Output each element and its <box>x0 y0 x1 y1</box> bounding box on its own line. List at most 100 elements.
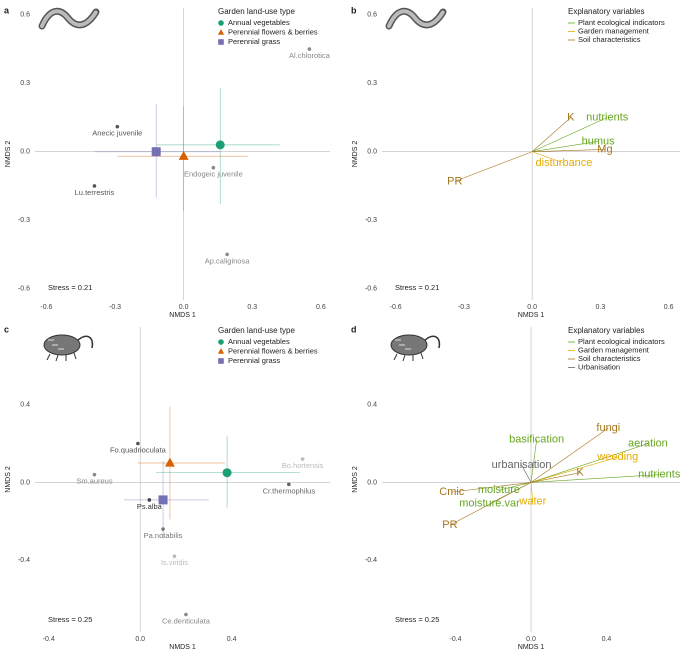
vector-label: K <box>576 467 584 479</box>
y-tick-label: 0.6 <box>20 12 30 19</box>
y-tick-label: -0.4 <box>365 557 377 564</box>
species-point <box>300 457 305 461</box>
legend-label: Annual vegetables <box>228 337 290 346</box>
vector-label: PR <box>447 175 462 187</box>
vector-label: water <box>518 496 546 508</box>
vector-label: nutrients <box>586 111 629 123</box>
y-tick-label: 0.4 <box>20 402 30 409</box>
vector <box>530 439 537 483</box>
x-tick-label: -0.4 <box>450 636 462 643</box>
marker <box>222 468 232 478</box>
species-point <box>307 47 312 51</box>
panel: a -0.6 -0.3 0.0 0.3 0.6 -0.6 -0.3 0.0 0.3 0.6 NMDS … <box>4 5 331 318</box>
species-point <box>211 165 216 170</box>
earthworm-icon <box>385 7 447 30</box>
vector-label: PR <box>442 519 457 531</box>
x-axis-label: NMDS 1 <box>518 644 545 650</box>
vector-label: K <box>567 111 575 123</box>
legend-label: Plant ecological indicators <box>578 18 665 27</box>
species-label: Ps.alba <box>137 502 163 511</box>
species-point <box>92 472 97 477</box>
marker <box>218 358 224 364</box>
vector-label: disturbance <box>536 157 593 169</box>
x-tick-label: 0.4 <box>602 636 612 643</box>
legend-label: Annual vegetables <box>228 18 290 27</box>
legend-label: Garden management <box>578 26 650 35</box>
y-axis-label: NMDS 2 <box>352 466 359 493</box>
stress-annotation: Stress = 0.21 <box>48 283 92 292</box>
x-tick-label: 0.6 <box>316 304 326 311</box>
x-tick-label: 0.0 <box>527 304 537 311</box>
stress-annotation: Stress = 0.25 <box>48 615 92 624</box>
panel-letter: b <box>351 5 357 15</box>
vector-label: aeration <box>628 437 668 449</box>
panel-letter: a <box>4 5 10 15</box>
vector-label: urbanisation <box>492 459 552 471</box>
legend-label: Urbanisation <box>578 362 620 371</box>
species-point <box>225 252 229 257</box>
vector-label: nutrients <box>638 469 681 481</box>
y-tick-label: 0.0 <box>20 479 30 486</box>
y-tick-label: 0.0 <box>367 149 377 156</box>
earthworm-icon <box>38 7 100 30</box>
species-label: Ce.denticulata <box>162 617 211 626</box>
legend-label: Soil characteristics <box>578 354 641 363</box>
vector <box>451 482 532 493</box>
species-label: Al.chlorotica <box>289 51 331 60</box>
vector-label: Cmic <box>439 486 465 498</box>
vector <box>530 482 534 502</box>
y-axis-label: NMDS 2 <box>5 141 12 168</box>
legend-title: Explanatory variables <box>568 326 644 335</box>
species-label: Lu.terrestris <box>75 188 115 197</box>
panel: b -0.6 -0.3 0.0 0.3 0.6 -0.6 -0.3 0.0 0.3 0.6 NMDS … <box>351 5 680 319</box>
y-tick-label: -0.3 <box>18 217 30 224</box>
vector <box>449 482 532 526</box>
plot-area <box>382 8 680 300</box>
stress-annotation: Stress = 0.25 <box>395 615 439 624</box>
marker <box>218 20 224 26</box>
y-axis-label: NMDS 2 <box>5 466 12 493</box>
x-tick-label: -0.6 <box>40 304 52 311</box>
y-tick-label: -0.6 <box>18 285 30 292</box>
vector <box>530 474 660 483</box>
vector <box>532 151 565 164</box>
vector <box>532 117 608 152</box>
panel: c -0.4 0.0 0.4 -0.4 0.0 0.4 NMDS 1 NMDS 2 Stress … <box>4 324 330 651</box>
marker <box>218 39 224 45</box>
x-axis-label: NMDS 1 <box>518 312 545 319</box>
x-tick-label: -0.3 <box>109 304 121 311</box>
species-label: Fo.quadrioculata <box>110 446 167 455</box>
vector <box>532 149 605 153</box>
stress-annotation: Stress = 0.21 <box>395 283 439 292</box>
panel-letter: d <box>351 324 357 334</box>
legend-label: Perennial grass <box>228 356 280 365</box>
vector-label: fungi <box>596 422 620 434</box>
x-tick-label: -0.6 <box>390 304 402 311</box>
species-point <box>136 441 140 446</box>
vector <box>521 464 532 483</box>
species-label: Is.viridis <box>161 558 188 567</box>
y-tick-label: 0.3 <box>367 80 377 87</box>
isopod-icon <box>43 334 94 362</box>
species-label: Anecic juvenile <box>92 129 142 138</box>
marker <box>158 495 168 505</box>
species-point <box>92 184 97 188</box>
legend-title: Garden land-use type <box>218 326 295 335</box>
x-tick-label: 0.4 <box>227 636 237 643</box>
marker <box>218 339 224 345</box>
x-axis-label: NMDS 1 <box>169 644 196 650</box>
vector-label: basification <box>509 434 564 446</box>
legend-label: Perennial flowers & berries <box>228 27 318 36</box>
vector <box>530 427 609 483</box>
marker <box>215 140 225 150</box>
species-label: Endogeic juvenile <box>184 170 243 179</box>
species-point <box>115 124 120 129</box>
species-label: Bo.hortensis <box>282 461 324 470</box>
x-tick-label: 0.0 <box>135 636 145 643</box>
x-tick-label: 0.0 <box>179 304 189 311</box>
marker <box>217 29 225 35</box>
vector <box>531 117 572 152</box>
species-label: Cr.thermophilus <box>263 486 316 495</box>
y-axis-label: NMDS 2 <box>352 141 359 168</box>
